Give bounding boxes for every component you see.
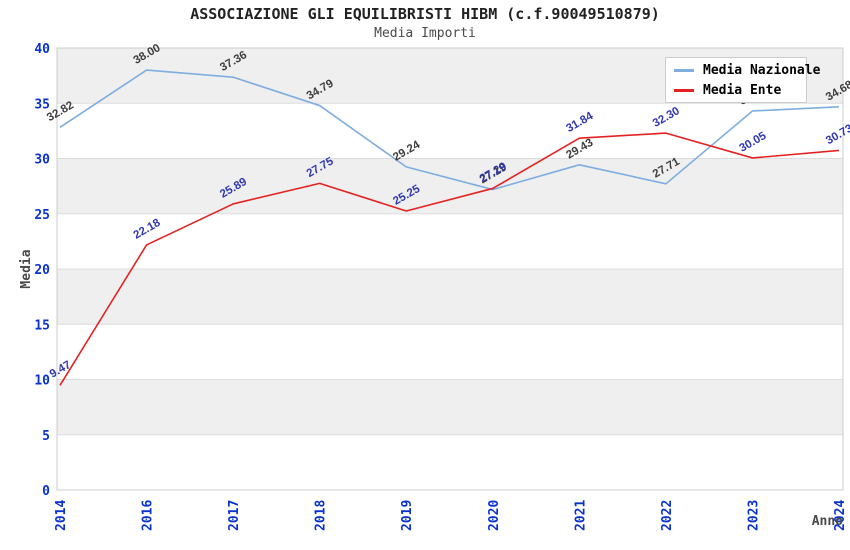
legend: Media Nazionale Media Ente [665,57,820,103]
x-tick-label: 2017 [227,500,242,531]
y-tick-label: 5 [42,429,50,444]
series-line-media-nazionale [59,69,840,191]
x-tick-label: 2022 [660,500,675,531]
y-tick-label: 30 [34,153,50,168]
y-tick-label: 0 [42,484,50,499]
legend-swatch-ente-icon [674,88,694,92]
chart-title: ASSOCIAZIONE GLI EQUILIBRISTI HIBM (c.f.… [190,5,660,23]
x-tick-label: 2020 [487,500,502,531]
grid-band [57,269,843,325]
y-tick-label: 40 [34,42,50,57]
x-tick-label: 2024 [833,500,848,531]
y-tick-label: 25 [34,208,50,223]
y-axis-title: Media [19,249,34,288]
x-tick-label: 2019 [400,500,415,531]
chart-subtitle: Media Importi [374,26,476,41]
y-tick-label: 10 [34,374,50,389]
series-line-media-ente [59,132,840,386]
x-tick-label: 2023 [746,500,761,531]
y-tick-label: 15 [34,318,50,333]
y-tick-label: 20 [34,263,50,278]
legend-item-media-nazionale: Media Nazionale [674,63,820,78]
x-tick-label: 2016 [141,500,156,531]
legend-label: Media Nazionale [703,62,821,78]
y-tick-label: 35 [34,97,50,112]
legend-label: Media Ente [703,82,782,98]
x-axis-title: Anno [812,514,843,529]
legend-item-media-ente: Media Ente [674,83,806,98]
x-tick-label: 2018 [314,500,329,531]
x-tick-label: 2021 [573,500,588,531]
x-tick-label: 2014 [54,500,69,531]
plot-border [56,47,844,491]
legend-swatch-nazionale-icon [674,68,694,72]
grid-band [57,379,843,435]
grid-band [57,158,843,214]
